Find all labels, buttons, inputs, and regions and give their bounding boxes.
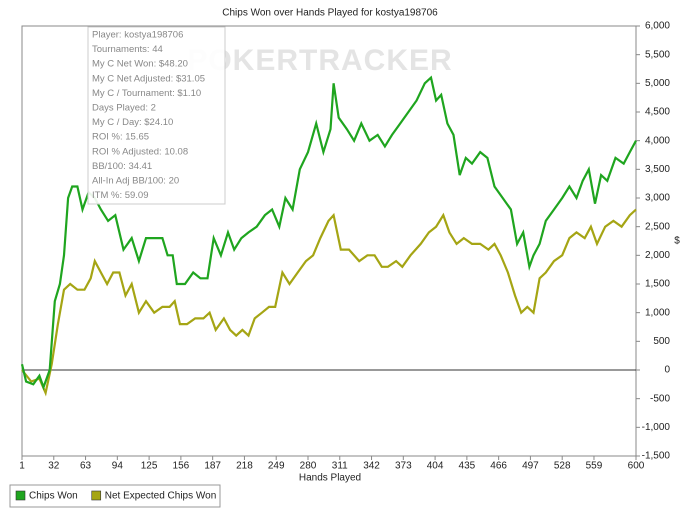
x-tick-label: 404 — [427, 461, 444, 472]
y-tick-label: -500 — [650, 393, 670, 404]
x-tick-label: 125 — [141, 461, 158, 472]
y-tick-label: 4,500 — [645, 107, 670, 118]
tooltip-line: Days Played: 2 — [92, 103, 156, 114]
x-tick-label: 559 — [586, 461, 603, 472]
tooltip-line: BB/100: 34.41 — [92, 161, 152, 172]
legend-swatch — [15, 490, 26, 501]
y-tick-label: -1,000 — [642, 422, 671, 433]
y-tick-label: 2,000 — [645, 250, 670, 261]
legend-label: Chips Won — [29, 491, 78, 502]
tooltip-line: ROI %: 15.65 — [92, 132, 149, 143]
tooltip-line: ROI % Adjusted: 10.08 — [92, 146, 188, 157]
x-tick-label: 466 — [490, 461, 507, 472]
x-tick-label: 156 — [173, 461, 190, 472]
x-tick-label: 435 — [459, 461, 476, 472]
y-axis-label: $ — [674, 236, 680, 247]
y-tick-label: 3,500 — [645, 164, 670, 175]
tooltip-line: My C Net Won: $48.20 — [92, 59, 188, 70]
tooltip-line: My C Net Adjusted: $31.05 — [92, 73, 205, 84]
legend-box — [9, 484, 221, 508]
x-tick-label: 249 — [268, 461, 285, 472]
x-tick-label: 497 — [522, 461, 539, 472]
x-tick-label: 218 — [236, 461, 253, 472]
tooltip-line: All-In Adj BB/100: 20 — [92, 176, 179, 187]
series-line — [20, 75, 637, 391]
y-tick-label: 6,000 — [645, 21, 670, 32]
y-tick-label: 500 — [653, 336, 670, 347]
x-tick-label: 528 — [554, 461, 571, 472]
plot-frame — [21, 25, 637, 457]
tooltip-line: Tournaments: 44 — [92, 44, 163, 55]
tooltip-line: ITM %: 59.09 — [92, 190, 149, 201]
tooltip-line: My C / Tournament: $1.10 — [92, 88, 201, 99]
y-tick-label: -1,500 — [642, 451, 671, 462]
x-tick-label: 94 — [112, 461, 124, 472]
tooltip-line: Player: kostya198706 — [92, 30, 183, 41]
y-tick-label: 1,000 — [645, 307, 670, 318]
x-tick-label: 1 — [19, 461, 25, 472]
series-line — [21, 208, 637, 397]
legend-swatch — [91, 490, 102, 501]
watermark: POKERTRACKER — [187, 44, 452, 77]
x-tick-label: 280 — [300, 461, 317, 472]
y-tick-label: 1,500 — [645, 279, 670, 290]
x-tick-label: 342 — [363, 461, 380, 472]
y-tick-label: 0 — [664, 365, 670, 376]
x-tick-label: 600 — [628, 461, 645, 472]
tooltip-line: My C / Day: $24.10 — [92, 117, 173, 128]
y-tick-label: 2,500 — [645, 221, 670, 232]
x-tick-label: 373 — [395, 461, 412, 472]
chart-title: Chips Won over Hands Played for kostya19… — [222, 8, 438, 19]
y-tick-label: 5,000 — [645, 78, 670, 89]
x-tick-label: 32 — [48, 461, 60, 472]
x-axis-label: Hands Played — [299, 473, 361, 484]
tooltip-box — [87, 26, 226, 205]
x-tick-label: 311 — [332, 461, 348, 472]
legend-label: Net Expected Chips Won — [105, 491, 217, 502]
y-tick-label: 4,000 — [645, 135, 670, 146]
x-tick-label: 187 — [204, 461, 221, 472]
y-tick-label: 3,000 — [645, 193, 670, 204]
x-tick-label: 63 — [80, 461, 92, 472]
y-tick-label: 5,500 — [645, 49, 670, 60]
